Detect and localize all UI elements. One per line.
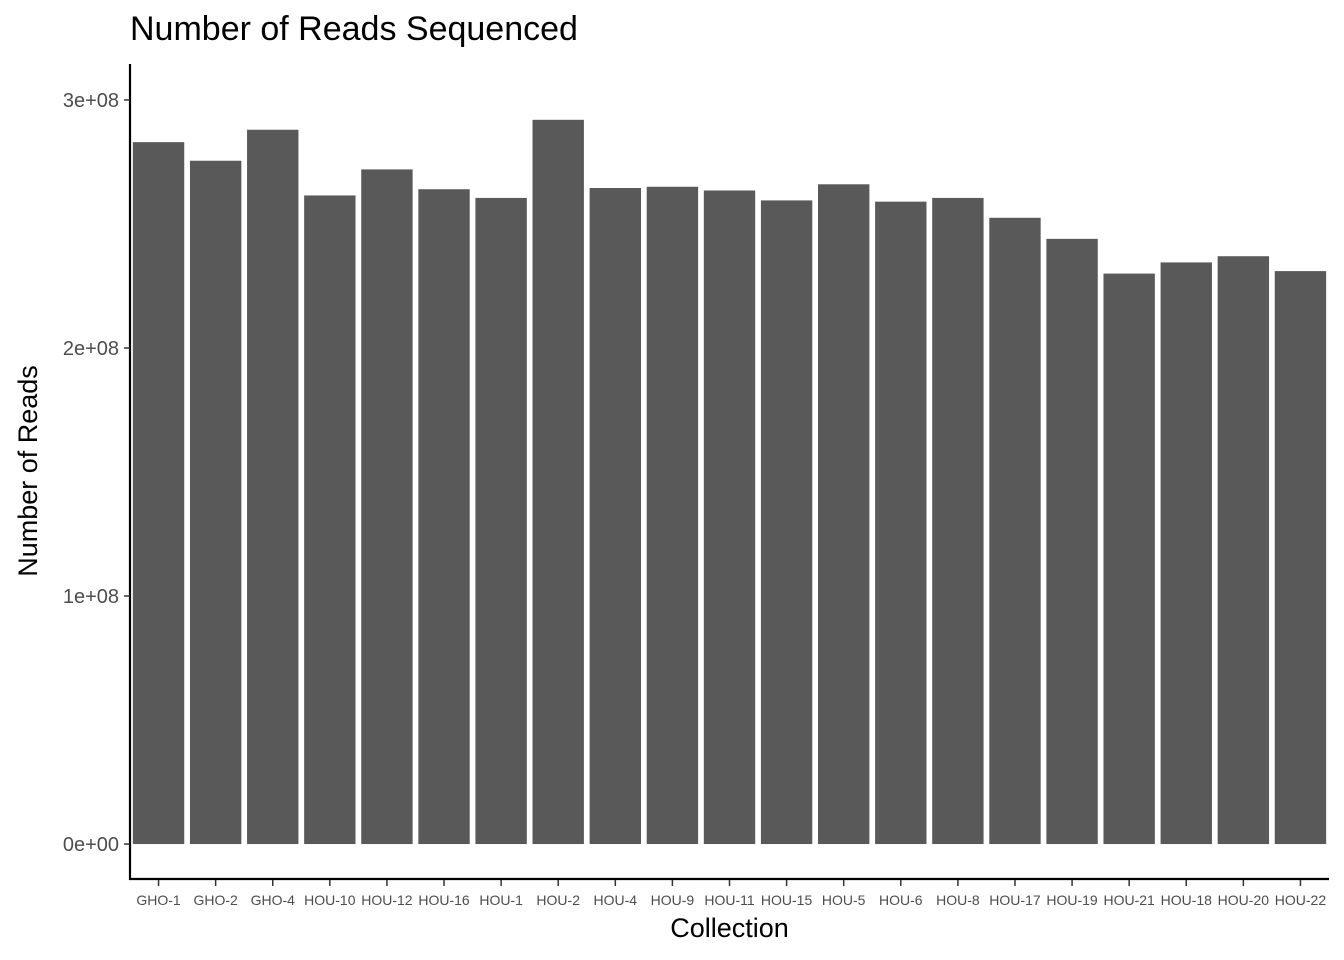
x-tick-label: HOU-10: [304, 892, 356, 908]
x-tick-label: HOU-5: [822, 892, 866, 908]
x-tick-label: HOU-8: [936, 892, 980, 908]
x-tick-label: HOU-12: [361, 892, 413, 908]
x-tick-label: GHO-1: [136, 892, 181, 908]
bar-hou-17: [989, 217, 1041, 845]
bar-gho-4: [247, 129, 299, 845]
bar-hou-5: [818, 184, 870, 845]
x-tick-label: HOU-2: [536, 892, 580, 908]
x-axis: GHO-1 GHO-2 GHO-4 HOU-10 HOU-12 HOU-16 HOU-1 HO…: [129, 877, 1329, 908]
bar-hou-22: [1274, 271, 1327, 845]
y-tick-label: 0e+00: [63, 834, 119, 856]
bar-hou-2: [532, 119, 584, 845]
bar-hou-1: [475, 197, 527, 845]
bar-hou-16: [418, 189, 470, 845]
x-tick-label: GHO-4: [251, 892, 296, 908]
bar-hou-11: [703, 190, 756, 845]
y-tick-label: 2e+08: [63, 338, 119, 360]
bar-hou-15: [760, 200, 813, 845]
bar-hou-4: [589, 188, 642, 845]
bar-hou-20: [1217, 256, 1270, 845]
bar-hou-10: [304, 195, 356, 845]
x-tick-label: HOU-11: [704, 892, 755, 908]
bars-group: [132, 119, 1327, 845]
bar-hou-21: [1103, 273, 1155, 845]
x-tick-label: HOU-15: [761, 892, 813, 908]
x-tick-label: HOU-21: [1103, 892, 1155, 908]
bar-hou-8: [932, 197, 984, 845]
x-tick-label: HOU-16: [418, 892, 470, 908]
x-tick-label: HOU-18: [1161, 892, 1213, 908]
bar-hou-18: [1160, 262, 1212, 845]
x-tick-label: HOU-6: [879, 892, 923, 908]
bar-gho-1: [132, 142, 185, 845]
bar-hou-9: [646, 186, 699, 845]
y-axis-title: Number of Reads: [13, 365, 43, 577]
x-tick-label: HOU-9: [651, 892, 695, 908]
y-tick-label: 3e+08: [63, 90, 119, 112]
y-axis: 0e+00 1e+08 2e+08 3e+08: [63, 64, 132, 880]
bar-hou-6: [875, 201, 927, 845]
x-axis-title: Collection: [670, 913, 789, 943]
x-tick-label: HOU-22: [1275, 892, 1327, 908]
x-tick-label: HOU-19: [1046, 892, 1098, 908]
x-tick-label: HOU-4: [594, 892, 638, 908]
x-tick-label: GHO-2: [193, 892, 238, 908]
bar-hou-12: [361, 169, 413, 845]
x-tick-label: HOU-1: [479, 892, 523, 908]
y-tick-label: 1e+08: [63, 586, 119, 608]
bar-gho-2: [189, 160, 242, 845]
chart-title: Number of Reads Sequenced: [130, 10, 578, 48]
bar-hou-19: [1046, 238, 1098, 845]
x-tick-label: HOU-17: [989, 892, 1041, 908]
x-tick-label: HOU-20: [1218, 892, 1270, 908]
